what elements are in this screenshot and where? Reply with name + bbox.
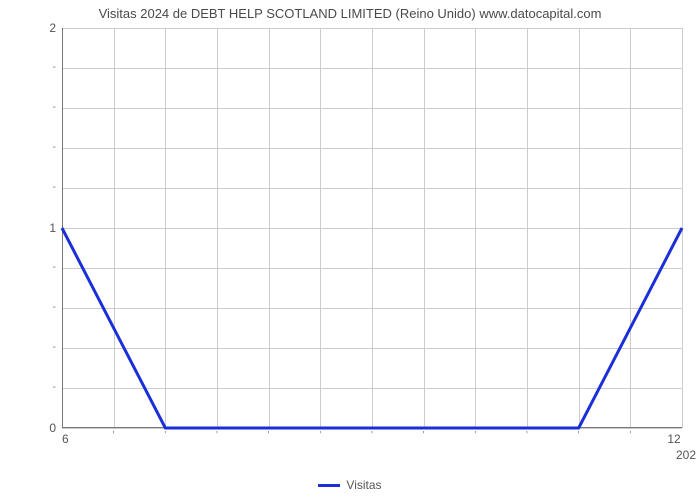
y-minor-tick: - <box>52 101 56 113</box>
x-tick-right: 12 <box>667 432 680 446</box>
y-minor-tick: - <box>52 141 56 153</box>
x-minor-tick: ' <box>268 430 270 441</box>
x-minor-tick: ' <box>474 430 476 441</box>
y-minor-tick: - <box>52 181 56 193</box>
x-minor-tick: ' <box>319 430 321 441</box>
y-tick-1: 1 <box>49 221 56 235</box>
y-minor-tick: - <box>52 341 56 353</box>
y-tick-2: 2 <box>49 21 56 35</box>
legend: Visitas <box>0 477 700 492</box>
legend-label: Visitas <box>346 478 381 492</box>
data-line <box>62 28 682 428</box>
grid-line-v <box>682 28 683 428</box>
x-minor-tick: ' <box>526 430 528 441</box>
x-minor-tick: ' <box>113 430 115 441</box>
chart-title: Visitas 2024 de DEBT HELP SCOTLAND LIMIT… <box>0 6 700 21</box>
chart-container: Visitas 2024 de DEBT HELP SCOTLAND LIMIT… <box>0 0 700 500</box>
x-minor-tick: ' <box>216 430 218 441</box>
x-secondary-label: 202 <box>676 448 696 462</box>
y-tick-0: 0 <box>49 421 56 435</box>
x-minor-tick: ' <box>423 430 425 441</box>
y-minor-tick: - <box>52 301 56 313</box>
y-minor-tick: - <box>52 261 56 273</box>
x-minor-tick: ' <box>578 430 580 441</box>
x-minor-tick: ' <box>164 430 166 441</box>
x-minor-tick: ' <box>629 430 631 441</box>
x-minor-tick: ' <box>371 430 373 441</box>
plot-area <box>62 28 682 428</box>
x-tick-left: 6 <box>62 432 69 446</box>
y-minor-tick: - <box>52 381 56 393</box>
legend-swatch <box>318 484 340 487</box>
y-minor-tick: - <box>52 61 56 73</box>
